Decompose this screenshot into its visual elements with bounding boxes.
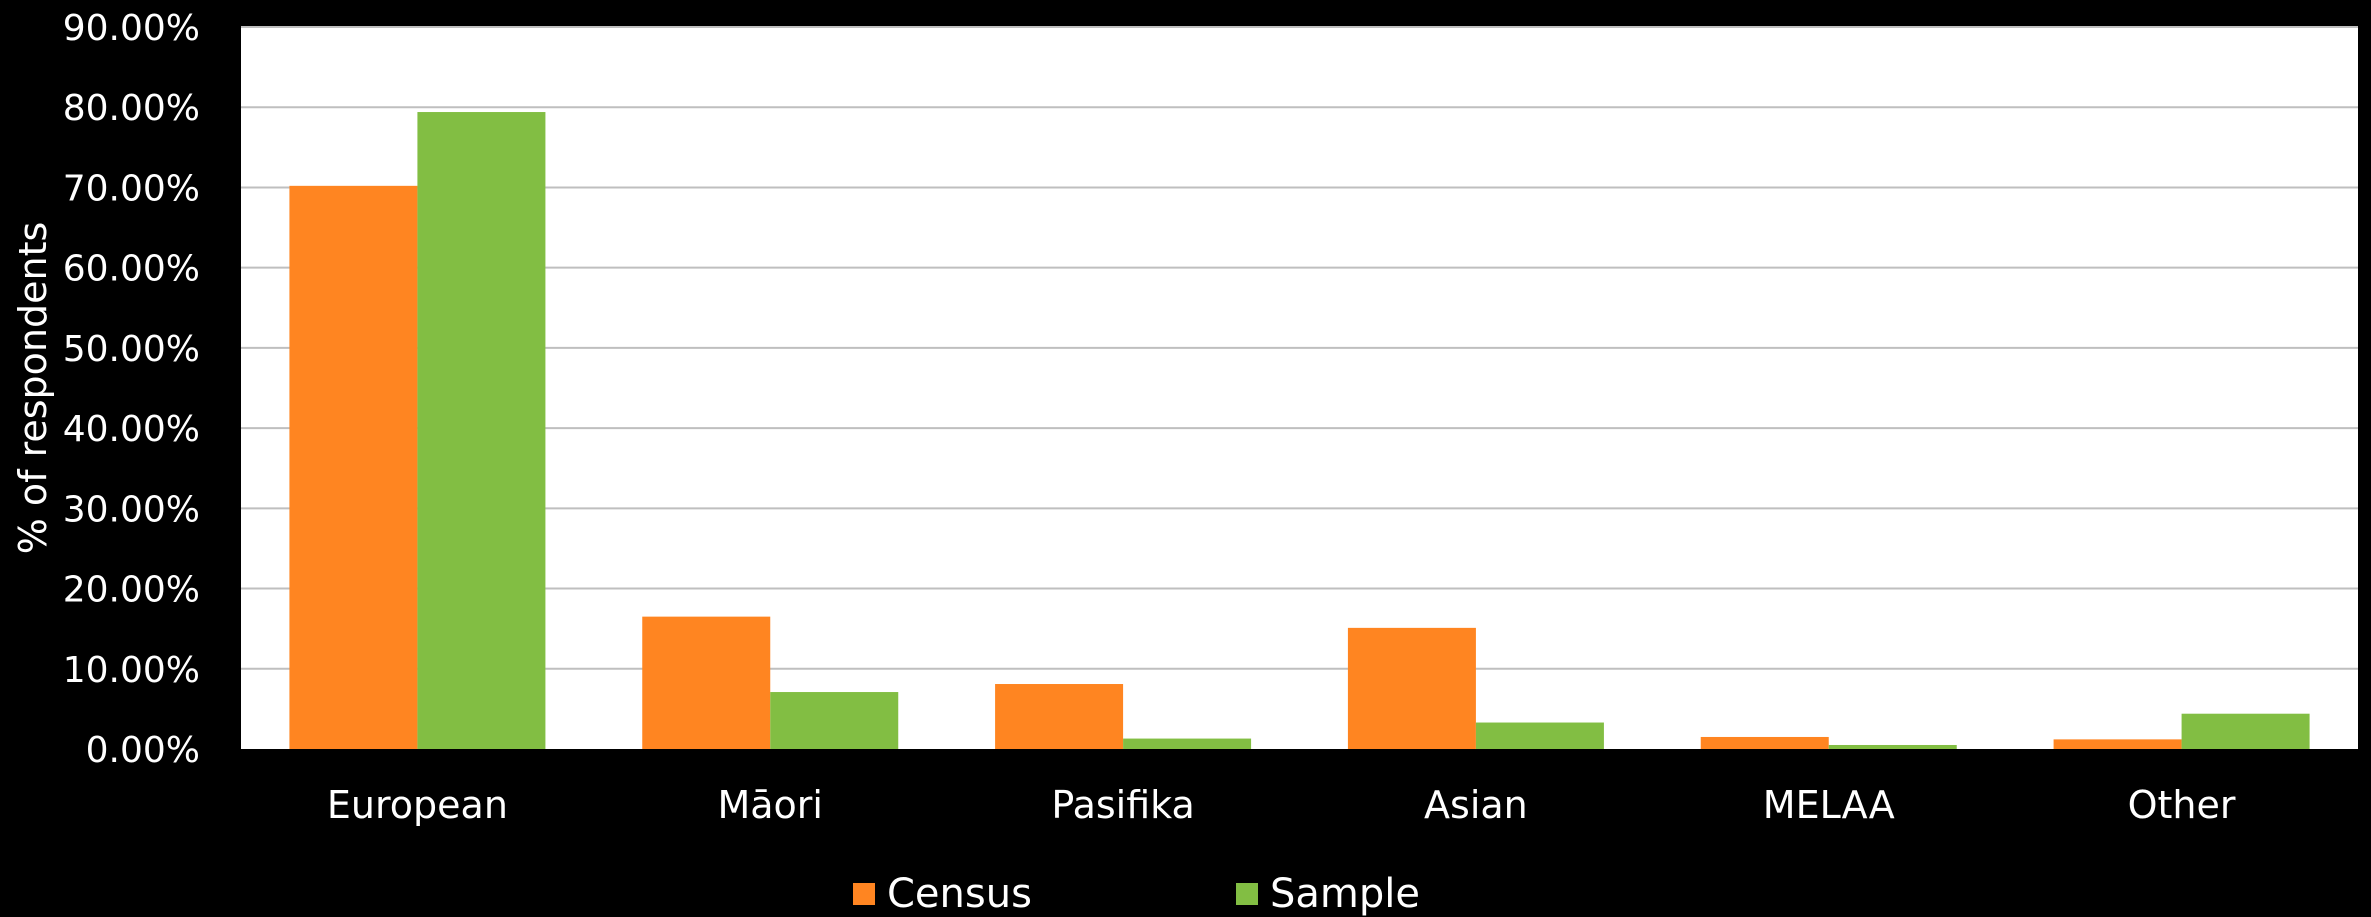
legend-label-sample: Sample — [1270, 871, 1420, 917]
y-tick-label: 60.00% — [63, 249, 200, 290]
bar-census-2 — [995, 684, 1124, 749]
y-tick-label: 50.00% — [63, 329, 200, 370]
y-axis-title: % of respondents — [11, 222, 55, 555]
y-tick-label: 30.00% — [63, 489, 200, 530]
gridlines — [241, 26, 2358, 670]
bar-sample-4 — [1828, 744, 1957, 749]
y-tick-label: 90.00% — [63, 8, 200, 49]
x-category-label: Pasifika — [1051, 783, 1194, 827]
x-category-label: Māori — [717, 783, 823, 827]
bar-census-4 — [1700, 736, 1829, 749]
x-category-label: MELAA — [1763, 783, 1895, 827]
bar-census-0 — [289, 185, 418, 750]
y-tick-label: 80.00% — [63, 88, 200, 129]
bar-sample-3 — [1475, 722, 1604, 749]
bar-sample-5 — [2181, 713, 2310, 749]
bar-sample-2 — [1123, 738, 1252, 749]
legend-label-census: Census — [887, 871, 1032, 917]
y-tick-label: 40.00% — [63, 409, 200, 450]
x-category-label: Other — [2128, 783, 2236, 827]
bar-census-5 — [2053, 739, 2182, 749]
plot-area — [241, 27, 2358, 749]
x-category-label: European — [327, 783, 508, 827]
bars — [289, 112, 2310, 750]
legend-swatch-sample — [1236, 883, 1258, 905]
bar-census-1 — [642, 616, 771, 749]
bar-census-3 — [1347, 627, 1476, 749]
legend: Census Sample — [853, 871, 1420, 917]
x-category-labels: European Māori Pasifika Asian MELAA Other — [327, 783, 2236, 827]
y-tick-labels: 0.00% 10.00% 20.00% 30.00% 40.00% 50.00% 60.00… — [63, 8, 200, 771]
y-tick-label: 70.00% — [63, 168, 200, 209]
y-tick-label: 10.00% — [63, 650, 200, 691]
bar-sample-0 — [417, 112, 546, 750]
legend-swatch-census — [853, 883, 875, 905]
bar-sample-1 — [770, 692, 899, 749]
x-category-label: Asian — [1424, 783, 1528, 827]
y-tick-label: 0.00% — [86, 730, 200, 771]
y-tick-label: 20.00% — [63, 570, 200, 611]
